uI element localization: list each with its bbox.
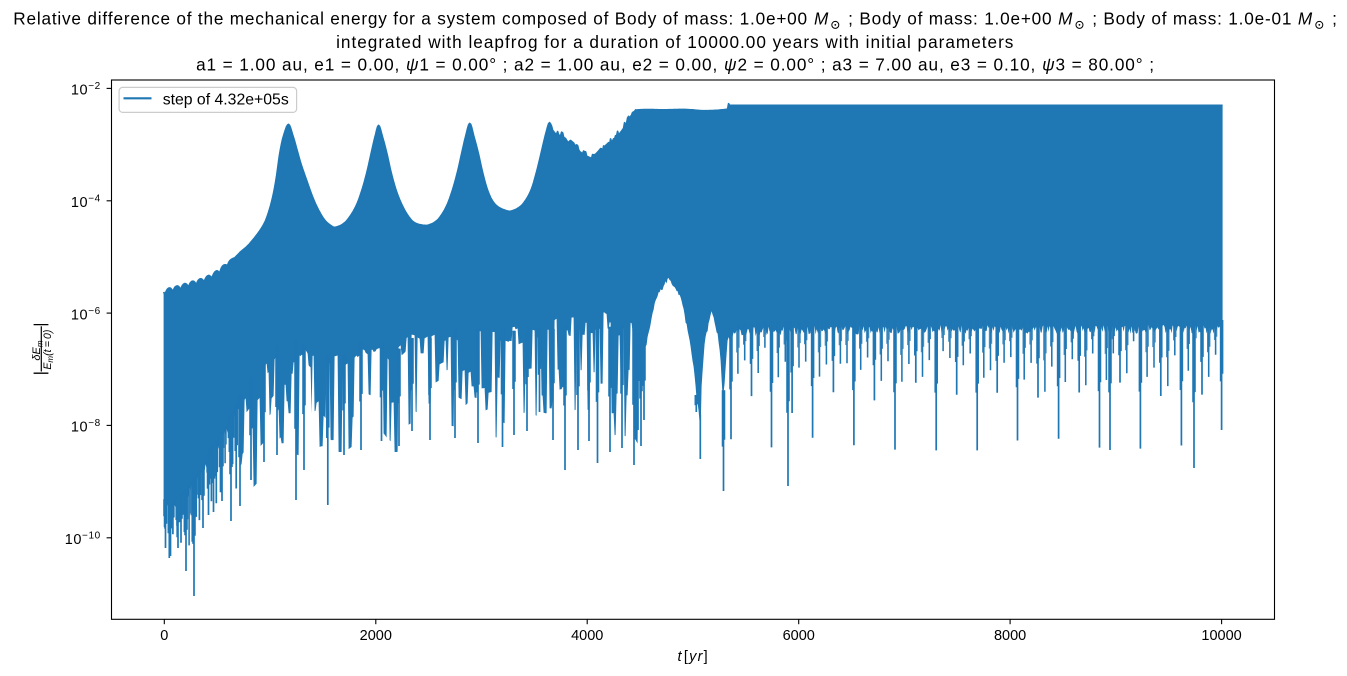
svg-text:10000: 10000 — [1201, 628, 1241, 644]
svg-text:step of 4.32e+05s: step of 4.32e+05s — [163, 91, 289, 108]
svg-text:10−2: 10−2 — [71, 81, 101, 99]
svg-text:10−10: 10−10 — [65, 531, 101, 549]
svg-text:Em(t = 0): Em(t = 0) — [42, 330, 55, 370]
svg-text:Relative difference of the mec: Relative difference of the mechanical en… — [13, 8, 1337, 28]
svg-text:integrated with leapfrog for a: integrated with leapfrog for a duration … — [336, 32, 1014, 52]
svg-text:10−6: 10−6 — [71, 306, 101, 324]
svg-text:10−4: 10−4 — [71, 194, 101, 212]
svg-text:2000: 2000 — [360, 628, 392, 644]
svg-text:8000: 8000 — [994, 628, 1026, 644]
svg-text:4000: 4000 — [571, 628, 603, 644]
svg-text:0: 0 — [160, 628, 168, 644]
svg-text:6000: 6000 — [783, 628, 815, 644]
svg-text:t[yr]: t[yr] — [678, 649, 709, 665]
svg-text:10−8: 10−8 — [71, 418, 101, 436]
svg-text:a1 = 1.00 au, e1 = 0.00, ψ1 =: a1 = 1.00 au, e1 = 0.00, ψ1 = 0.00° ; a2… — [196, 54, 1155, 74]
